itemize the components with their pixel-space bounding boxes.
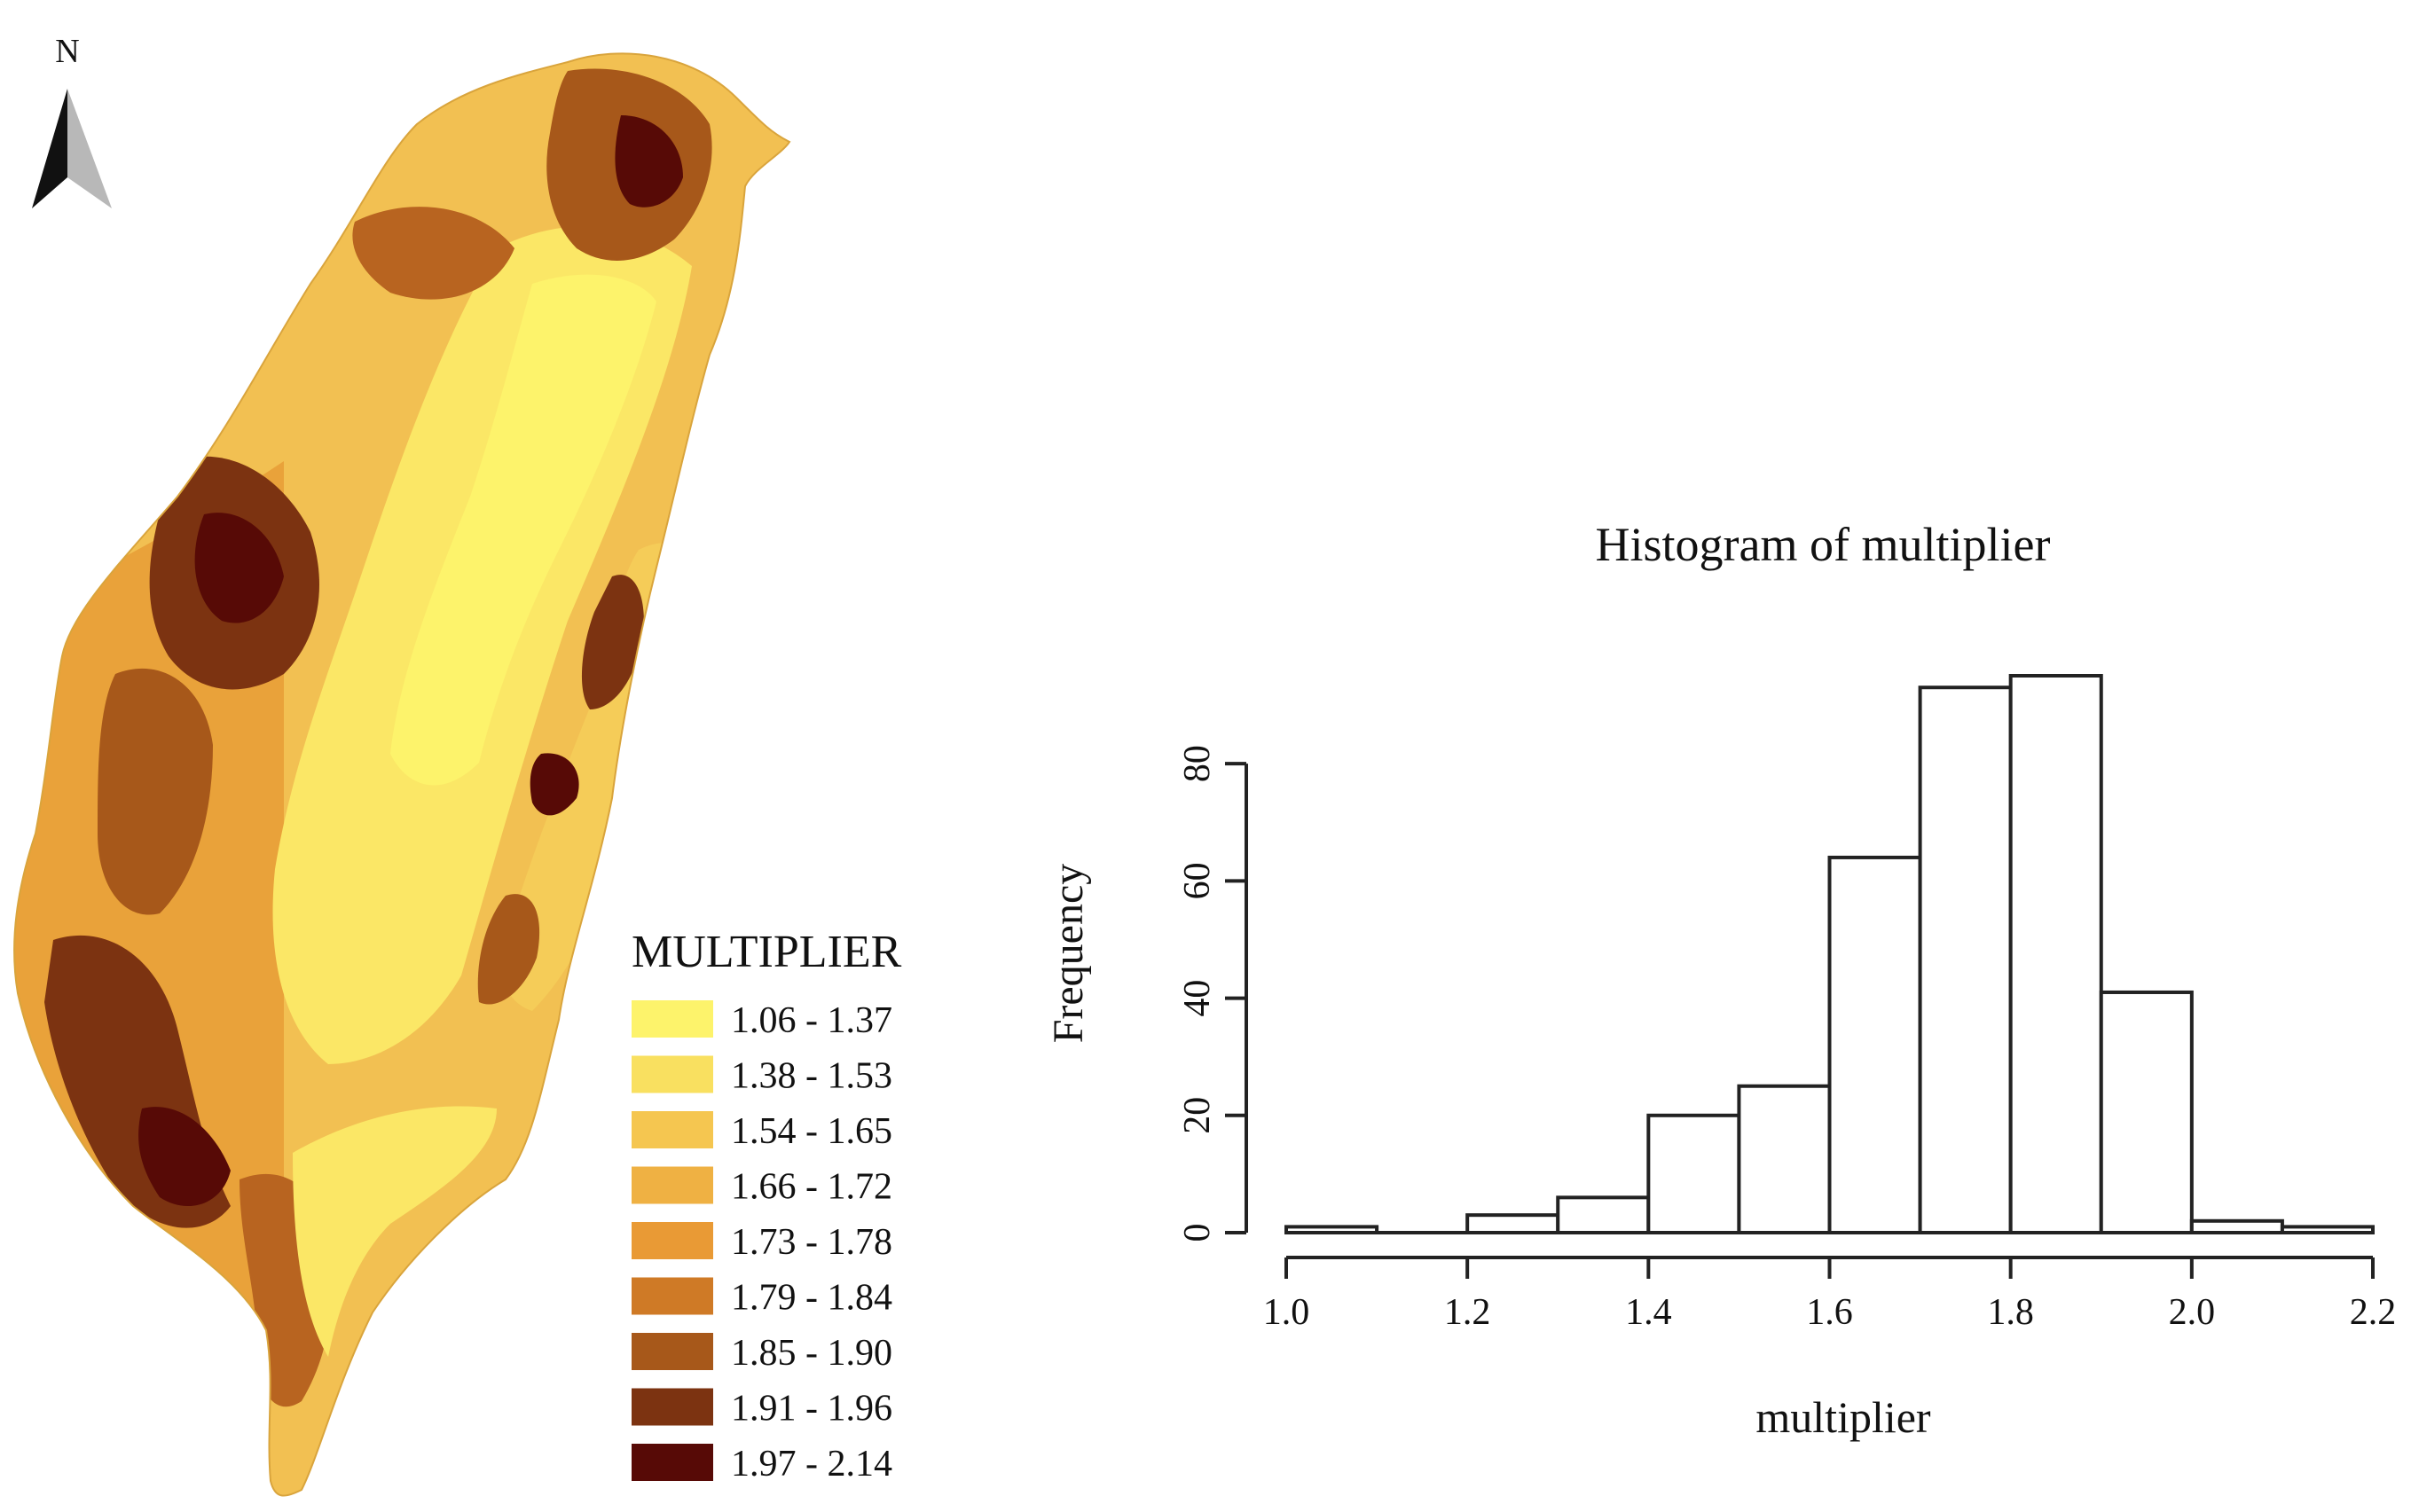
legend-swatch: [632, 1222, 713, 1259]
histogram-bar: [2189, 1218, 2284, 1234]
map-legend: MULTIPLIER 1.06 - 1.37 1.38 - 1.53 1.54 - …: [632, 927, 902, 1485]
legend-swatch: [632, 1055, 713, 1093]
histogram-bar: [1737, 1084, 1832, 1234]
legend-label: 1.97 - 2.14: [731, 1444, 892, 1485]
histogram-bar: [1284, 1225, 1379, 1235]
legend-label: 1.66 - 1.72: [731, 1167, 892, 1208]
legend-items: 1.06 - 1.37 1.38 - 1.53 1.54 - 1.65 1.66 - …: [632, 1000, 892, 1485]
legend-swatch: [632, 1333, 713, 1370]
legend-swatch: [632, 1111, 713, 1148]
histogram-bar: [2280, 1225, 2375, 1235]
x-axis-label: multiplier: [1755, 1392, 1931, 1442]
histogram-bar: [1646, 1113, 1741, 1234]
map-east-patch-1: [581, 575, 644, 709]
map-east-patch-3: [477, 894, 540, 1005]
y-axis-label: Frequency: [1045, 864, 1092, 1044]
taiwan-choropleth-map: N MULTIPLIER 1.06 - 1.37 1.38 - 1.53 1.54 …: [13, 33, 902, 1497]
legend-swatch: [632, 1000, 713, 1038]
map-southeast-strip: [293, 1106, 497, 1357]
legend-label: 1.38 - 1.53: [731, 1056, 892, 1097]
map-southwest-core: [138, 1107, 231, 1206]
y-axis: 0 20 40 60 80: [1177, 745, 1248, 1242]
legend-label: 1.54 - 1.65: [731, 1111, 892, 1152]
histogram-bar: [1556, 1195, 1651, 1234]
y-tick-label: 0: [1177, 1224, 1218, 1242]
legend-label: 1.79 - 1.84: [731, 1278, 892, 1319]
histogram-bars: [1284, 674, 2375, 1235]
legend-swatch: [632, 1388, 713, 1426]
legend-swatch: [632, 1166, 713, 1204]
x-tick-label: 1.4: [1625, 1292, 1672, 1333]
legend-swatch: [632, 1444, 713, 1481]
map-northwest-cluster: [352, 207, 514, 300]
map-north-core: [615, 115, 683, 208]
histogram-panel: Histogram of multiplier Frequency multip…: [993, 0, 2411, 1508]
north-arrow-right-half: [67, 89, 112, 208]
north-label: N: [55, 33, 79, 70]
histogram-bar: [1918, 685, 2013, 1234]
x-tick-label: 1.0: [1263, 1292, 1310, 1333]
legend-swatch: [632, 1277, 713, 1315]
histogram-bar: [1465, 1213, 1560, 1235]
legend-label: 1.06 - 1.37: [731, 1000, 892, 1041]
map-highland-core: [390, 274, 656, 786]
legend-title: MULTIPLIER: [632, 927, 902, 977]
x-tick-label: 1.6: [1806, 1292, 1853, 1333]
histogram-chart: Histogram of multiplier Frequency multip…: [1045, 518, 2397, 1442]
y-tick-label: 40: [1177, 980, 1218, 1017]
north-arrow-left-half: [32, 89, 67, 208]
x-tick-label: 2.2: [2350, 1292, 2397, 1333]
x-tick-label: 1.8: [1987, 1292, 2034, 1333]
legend-label: 1.73 - 1.78: [731, 1222, 892, 1263]
x-tick-label: 2.0: [2169, 1292, 2216, 1333]
north-arrow: N: [32, 33, 112, 208]
map-east-patch-2: [530, 753, 579, 816]
x-tick-label: 1.2: [1444, 1292, 1491, 1333]
y-tick-label: 80: [1177, 745, 1218, 782]
histogram-bar: [2099, 990, 2194, 1234]
y-tick-label: 20: [1177, 1097, 1218, 1134]
histogram-bar: [1827, 855, 1922, 1234]
map-west-band: [98, 668, 213, 915]
histogram-bar: [2008, 674, 2103, 1234]
chart-title: Histogram of multiplier: [1596, 518, 2051, 571]
map-west-central-core: [194, 513, 284, 623]
legend-label: 1.85 - 1.90: [731, 1333, 892, 1374]
x-axis: 1.0 1.2 1.4 1.6 1.8 2.0 2.2: [1263, 1256, 2397, 1333]
map-island-outline: [13, 52, 791, 1497]
y-tick-label: 60: [1177, 862, 1218, 899]
choropleth-map-panel: N MULTIPLIER 1.06 - 1.37 1.38 - 1.53 1.54 …: [0, 0, 993, 1508]
legend-label: 1.91 - 1.96: [731, 1389, 892, 1430]
